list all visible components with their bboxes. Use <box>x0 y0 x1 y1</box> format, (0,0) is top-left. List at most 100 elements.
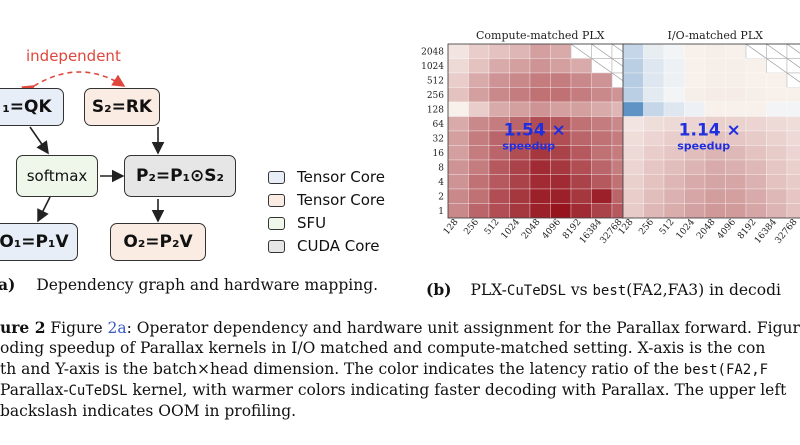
node-s2: S₂=RK <box>84 88 160 126</box>
heatmap-cell <box>550 43 572 59</box>
heatmap-cell <box>704 101 726 117</box>
heatmap-cell <box>643 72 665 88</box>
heatmap-cell <box>488 174 510 190</box>
legend-swatch <box>268 170 285 184</box>
heatmap-cell <box>570 130 592 146</box>
legend-label: Tensor Core <box>297 168 385 186</box>
heatmap-cell <box>786 174 800 190</box>
subcaption-b-text: PLX-CuTeDSL vs best(FA2,FA3) in decodi <box>470 281 781 299</box>
legend-label: SFU <box>297 214 327 232</box>
heatmap-cell <box>622 72 644 88</box>
heatmap-cell <box>663 188 685 204</box>
heatmap-cell <box>447 101 469 117</box>
legend-item-cuda-core: CUDA Core <box>268 237 380 255</box>
heatmap-cell <box>725 58 747 74</box>
y-tick-label: 2048 <box>421 47 444 57</box>
legend-label: CUDA Core <box>297 237 380 255</box>
heatmap-cell <box>643 145 665 161</box>
x-tick-label: 4096 <box>716 217 739 241</box>
heatmap-cell <box>550 174 572 190</box>
heatmap-frame <box>622 43 800 219</box>
y-tick-label: 128 <box>427 105 444 115</box>
node-p2: P₂=P₁⊙S₂ <box>124 155 236 197</box>
y-tick-label: 32 <box>433 134 444 144</box>
heatmap-cell <box>529 72 551 88</box>
heatmap-cell <box>468 188 490 204</box>
heatmap-cell <box>509 43 531 59</box>
heatmap-cell <box>704 159 726 175</box>
heatmap-cell <box>550 188 572 204</box>
heatmap-cell <box>786 145 800 161</box>
y-tick-label: 8 <box>438 163 444 173</box>
heatmap-cell <box>488 58 510 74</box>
heatmap-cell <box>786 159 800 175</box>
heatmap-cell <box>745 72 767 88</box>
caption-line-2: oding speedup of Parallax kernels in I/O… <box>0 339 766 357</box>
heatmap-cell <box>468 116 490 132</box>
heatmap-cell <box>766 188 788 204</box>
legend-item-tensor-core-blue: Tensor Core <box>268 168 385 186</box>
heatmap-cell <box>509 101 531 117</box>
figure-2a-link[interactable]: 2a <box>107 319 127 337</box>
oom-backslash <box>786 58 800 69</box>
heatmap-cell <box>684 203 706 219</box>
caption-line-3: th and Y-axis is the batch×head dimensio… <box>0 360 769 378</box>
heatmap-cell <box>622 116 644 132</box>
heatmap-cell <box>509 159 531 175</box>
heatmap-cell <box>550 72 572 88</box>
heatmap-cell <box>509 203 531 219</box>
heatmap-cell <box>663 203 685 219</box>
heatmap-cell <box>447 188 469 204</box>
heatmap-cell <box>663 174 685 190</box>
x-tick-label: 2048 <box>695 217 718 241</box>
edge-s1-softmax <box>29 126 49 155</box>
node-o2: O₂=P₂V <box>110 223 206 261</box>
heatmap-cell <box>684 87 706 103</box>
heatmap-cell <box>550 203 572 219</box>
heatmap-cell <box>745 159 767 175</box>
heatmap-cell <box>447 159 469 175</box>
heatmap-cell <box>591 116 613 132</box>
heatmap-cell <box>684 101 706 117</box>
heatmap-cell <box>704 43 726 59</box>
y-tick-label: 64 <box>433 120 445 130</box>
heatmap-cell <box>447 203 469 219</box>
heatmap-cell <box>447 58 469 74</box>
heatmap-cell <box>570 203 592 219</box>
heatmap-cell <box>468 159 490 175</box>
heatmap-cell <box>509 58 531 74</box>
heatmap-cell <box>591 203 613 219</box>
heatmap-cell <box>725 72 747 88</box>
heatmap-cell <box>529 101 551 117</box>
node-s1: ₁=QK <box>0 88 64 126</box>
heatmap-cell <box>704 203 726 219</box>
heatmap-cell <box>766 101 788 117</box>
heatmap-cell <box>488 159 510 175</box>
heatmap-cell <box>468 87 490 103</box>
heatmap-cell <box>704 174 726 190</box>
x-tick-label: 256 <box>462 217 481 237</box>
heatmap-cell <box>643 203 665 219</box>
heatmap-cell <box>663 87 685 103</box>
heatmap-cell <box>643 116 665 132</box>
heatmap-cell <box>786 130 800 146</box>
heatmap-cell-oom <box>786 72 800 88</box>
heatmap-cell <box>591 130 613 146</box>
y-tick-label: 1024 <box>421 62 444 72</box>
heatmap-cell <box>745 87 767 103</box>
heatmap-cell <box>622 145 644 161</box>
heatmap-cell <box>570 174 592 190</box>
heatmap-cell <box>663 43 685 59</box>
x-tick-label: 1024 <box>675 217 698 241</box>
heatmap-cell <box>488 188 510 204</box>
heatmap-cell <box>745 116 767 132</box>
heatmap-cell <box>663 72 685 88</box>
independent-label: independent <box>26 47 121 65</box>
heatmap-cell <box>725 203 747 219</box>
y-tick-label: 16 <box>433 149 445 159</box>
subcaption-b: (b) PLX-CuTeDSL vs best(FA2,FA3) in deco… <box>426 280 781 299</box>
x-tick-label: 1024 <box>500 217 523 241</box>
heatmap-cell <box>550 87 572 103</box>
heatmap-cell <box>550 101 572 117</box>
edge-softmax-o1 <box>37 196 51 223</box>
